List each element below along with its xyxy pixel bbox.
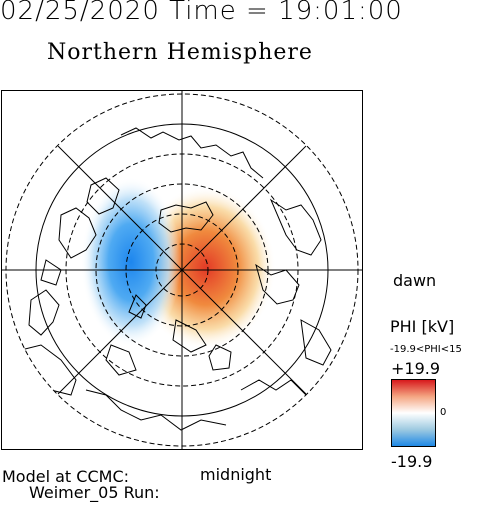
colorbar [391, 379, 436, 447]
meridian-grid [1, 90, 363, 450]
potential-cells [81, 177, 276, 350]
midnight-label: midnight [200, 465, 272, 484]
colorbar-mid-label: 0 [440, 407, 447, 418]
colorbar-label: PHI [kV] [390, 317, 455, 336]
negative-potential-cell [81, 177, 181, 347]
colorbar-range: -19.9<PHI<15 [390, 344, 462, 355]
run-line: Weimer_05 Run: [29, 483, 160, 502]
polar-map [1, 90, 363, 450]
colorbar-min-label: -19.9 [391, 452, 433, 471]
datetime-header: 02/25/2020 Time = 19:01:00 [0, 0, 403, 26]
model-line: Model at CCMC: [2, 467, 129, 486]
hemisphere-title: Northern Hemisphere [47, 40, 313, 65]
colorbar-max-label: +19.9 [391, 359, 441, 378]
dawn-label: dawn [393, 271, 437, 290]
